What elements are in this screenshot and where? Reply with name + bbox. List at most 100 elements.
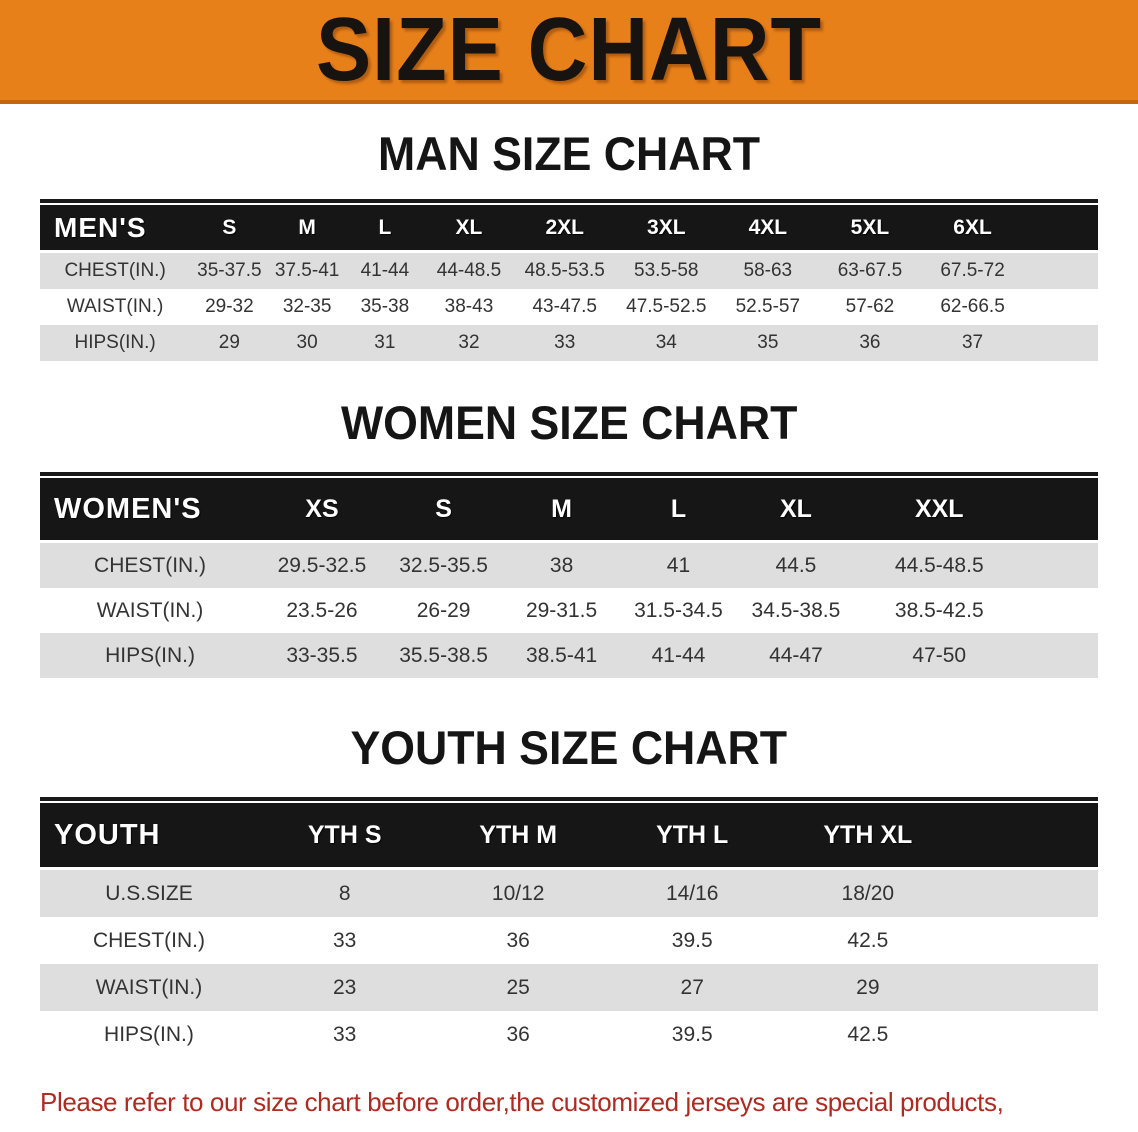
youth-chest-row: CHEST(IN.) 33 36 39.5 42.5 bbox=[40, 917, 1098, 964]
women-header-row: WOMEN'S XS S M L XL XXL bbox=[40, 478, 1098, 543]
row-label: HIPS(IN.) bbox=[74, 332, 156, 353]
size-cell: 34.5-38.5 bbox=[751, 598, 841, 622]
women-hips-row: HIPS(IN.) 33-35.5 35.5-38.5 38.5-41 41-4… bbox=[40, 633, 1098, 678]
size-cell: 38.5-41 bbox=[525, 643, 598, 667]
youth-header-row: YOUTH YTH S YTH M YTH L YTH XL bbox=[40, 803, 1098, 870]
spacer-cell bbox=[956, 917, 1098, 964]
size-cell: 10/12 bbox=[491, 881, 545, 905]
men-col-header: 4XL bbox=[717, 205, 819, 253]
women-waist-row: WAIST(IN.) 23.5-26 26-29 29-31.5 31.5-34… bbox=[40, 588, 1098, 633]
size-cell: 37 bbox=[961, 332, 984, 353]
row-label: WAIST(IN.) bbox=[96, 598, 204, 622]
size-cell: 52.5-57 bbox=[735, 296, 801, 317]
size-cell: 38 bbox=[549, 553, 574, 577]
size-cell: 31.5-34.5 bbox=[634, 598, 723, 622]
youth-col-header: YTH M bbox=[431, 803, 605, 870]
men-hips-row: HIPS(IN.) 29 30 31 32 33 34 35 36 37 bbox=[40, 325, 1098, 361]
youth-col-header: YTH L bbox=[604, 803, 780, 870]
size-cell: 41-44 bbox=[651, 643, 706, 667]
spacer-cell bbox=[1023, 478, 1098, 543]
men-heading: MAN SIZE CHART bbox=[0, 130, 1138, 177]
size-cell: 58-63 bbox=[743, 260, 793, 281]
size-cell: 32 bbox=[458, 332, 480, 353]
size-cell: 35-37.5 bbox=[197, 260, 262, 281]
spacer-cell bbox=[956, 869, 1098, 918]
spacer-cell bbox=[1024, 633, 1098, 678]
men-size-section: MAN SIZE CHART MEN'S S M L XL 2XL 3XL 4X… bbox=[0, 130, 1138, 361]
size-cell: 32-35 bbox=[282, 296, 332, 317]
women-col-header: M bbox=[503, 478, 620, 543]
size-cell: 27 bbox=[680, 975, 704, 999]
women-col-header: L bbox=[619, 478, 738, 543]
row-label: U.S.SIZE bbox=[105, 881, 193, 905]
men-col-header: L bbox=[345, 205, 425, 253]
size-cell: 29 bbox=[856, 975, 880, 999]
men-table-frame: MEN'S S M L XL 2XL 3XL 4XL 5XL 6XL bbox=[40, 199, 1098, 361]
youth-col-header: YTH S bbox=[257, 803, 432, 870]
women-col-header: S bbox=[383, 478, 504, 543]
women-chest-row: CHEST(IN.) 29.5-32.5 32.5-35.5 38 41 44.… bbox=[40, 541, 1098, 589]
size-cell: 38-43 bbox=[444, 296, 494, 317]
size-cell: 18/20 bbox=[841, 881, 895, 905]
men-col-header: 5XL bbox=[818, 205, 922, 253]
row-label: WAIST(IN.) bbox=[95, 975, 203, 999]
size-cell: 30 bbox=[296, 332, 318, 353]
men-chest-row: CHEST(IN.) 35-37.5 37.5-41 41-44 44-48.5… bbox=[40, 251, 1098, 289]
men-col-header: 3XL bbox=[615, 205, 718, 253]
size-cell: 29-31.5 bbox=[525, 598, 598, 622]
row-label: CHEST(IN.) bbox=[92, 928, 205, 952]
youth-hips-row: HIPS(IN.) 33 36 39.5 42.5 bbox=[40, 1011, 1098, 1058]
size-cell: 36 bbox=[859, 332, 881, 353]
women-col-header: XXL bbox=[854, 478, 1024, 543]
size-cell: 37.5-41 bbox=[274, 260, 340, 281]
size-cell: 47.5-52.5 bbox=[626, 296, 707, 317]
size-cell: 34 bbox=[655, 332, 677, 353]
disclaimer: Please refer to our size chart before or… bbox=[40, 1086, 1098, 1132]
size-cell: 39.5 bbox=[671, 928, 713, 952]
men-heading-text: MAN SIZE CHART bbox=[378, 127, 760, 180]
women-size-section: WOMEN SIZE CHART WOMEN'S XS S M L XL XXL bbox=[0, 399, 1138, 678]
youth-ussize-row: U.S.SIZE 8 10/12 14/16 18/20 bbox=[40, 868, 1098, 918]
size-cell: 36 bbox=[506, 928, 530, 952]
men-col-header: 6XL bbox=[921, 205, 1024, 253]
size-cell: 25 bbox=[506, 975, 530, 999]
women-size-table: WOMEN'S XS S M L XL XXL CHEST(IN.) 29.5-… bbox=[40, 478, 1098, 678]
size-cell: 31 bbox=[374, 332, 396, 353]
row-label: WAIST(IN.) bbox=[66, 296, 164, 317]
men-corner-label: MEN'S bbox=[40, 205, 191, 253]
spacer-cell bbox=[1024, 325, 1098, 361]
size-cell: 41 bbox=[666, 553, 691, 577]
women-heading: WOMEN SIZE CHART bbox=[0, 399, 1138, 446]
spacer-cell bbox=[1024, 542, 1098, 589]
size-cell: 33 bbox=[333, 928, 357, 952]
size-cell: 63-67.5 bbox=[837, 260, 903, 281]
men-col-header: XL bbox=[424, 205, 514, 253]
disclaimer-line-1: Please refer to our size chart before or… bbox=[40, 1087, 1004, 1117]
row-label: HIPS(IN.) bbox=[105, 643, 195, 667]
banner: SIZE CHART bbox=[0, 0, 1138, 104]
women-col-header: XL bbox=[737, 478, 855, 543]
size-cell: 33 bbox=[554, 332, 576, 353]
spacer-cell bbox=[1023, 205, 1098, 253]
row-label: CHEST(IN.) bbox=[64, 260, 166, 281]
men-col-header: S bbox=[190, 205, 269, 253]
youth-col-header: YTH XL bbox=[779, 803, 957, 870]
size-cell: 42.5 bbox=[847, 1022, 889, 1046]
youth-size-section: YOUTH SIZE CHART YOUTH YTH S YTH M YTH L… bbox=[0, 724, 1138, 1058]
men-size-table: MEN'S S M L XL 2XL 3XL 4XL 5XL 6XL bbox=[40, 205, 1098, 361]
women-table-frame: WOMEN'S XS S M L XL XXL CHEST(IN.) 29.5-… bbox=[40, 472, 1098, 678]
youth-table-frame: YOUTH YTH S YTH M YTH L YTH XL U.S.SIZE … bbox=[40, 797, 1098, 1058]
size-cell: 36 bbox=[506, 1022, 530, 1046]
women-heading-text: WOMEN SIZE CHART bbox=[340, 396, 798, 449]
size-cell: 42.5 bbox=[847, 928, 889, 952]
women-col-header: XS bbox=[260, 478, 384, 543]
men-waist-row: WAIST(IN.) 29-32 32-35 35-38 38-43 43-47… bbox=[40, 289, 1098, 325]
size-cell: 44-48.5 bbox=[436, 260, 502, 281]
size-cell: 48.5-53.5 bbox=[524, 260, 605, 281]
size-cell: 33-35.5 bbox=[286, 643, 358, 667]
youth-waist-row: WAIST(IN.) 23 25 27 29 bbox=[40, 964, 1098, 1011]
youth-size-table: YOUTH YTH S YTH M YTH L YTH XL U.S.SIZE … bbox=[40, 803, 1098, 1058]
size-cell: 14/16 bbox=[665, 881, 719, 905]
spacer-cell bbox=[1024, 289, 1098, 325]
